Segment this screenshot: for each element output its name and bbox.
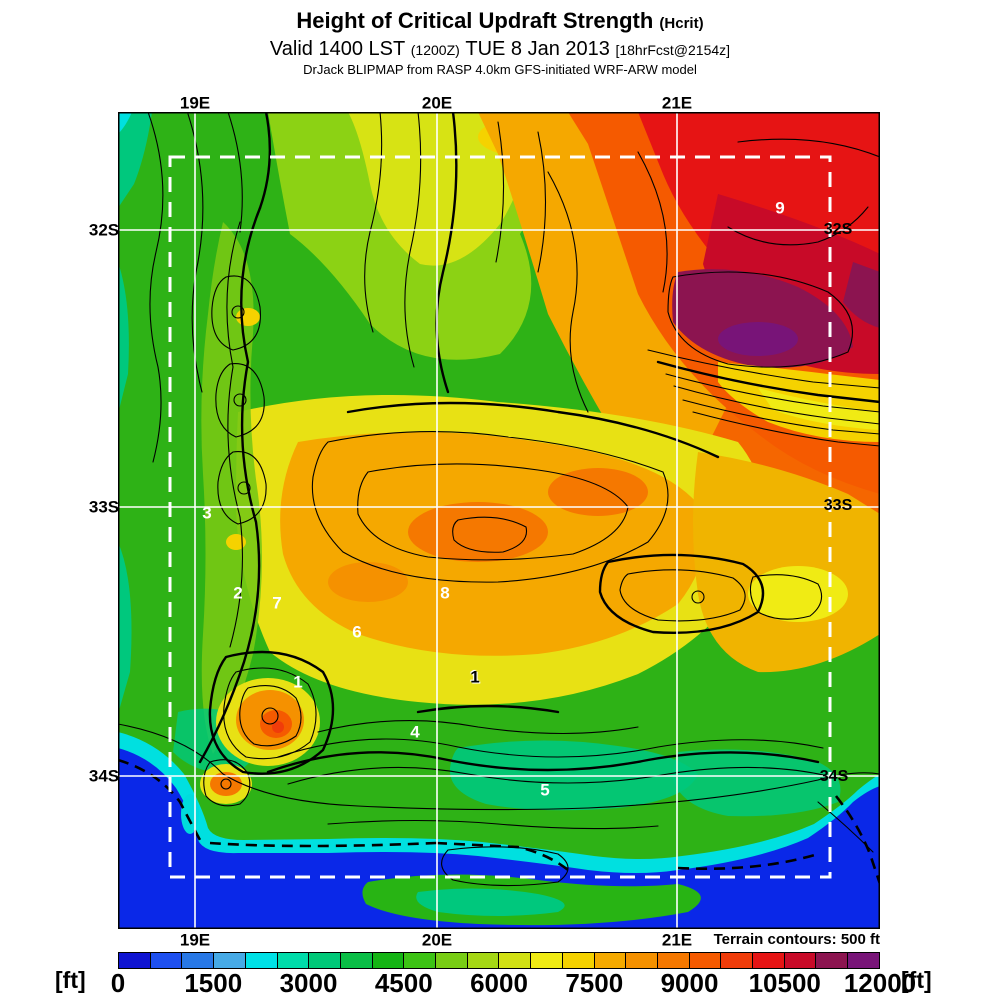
colorbar-tick-label: 7500: [565, 968, 624, 998]
lon-label-top: 19E: [179, 93, 211, 113]
colorbar-segment: [213, 953, 245, 968]
title-suffix: (Hcrit): [659, 15, 704, 32]
colorbar-segment: [181, 953, 214, 968]
colorbar-tick-label: 6000: [470, 968, 528, 998]
lat-label-left: 32S: [88, 220, 120, 240]
colorbar-segment: [339, 953, 372, 968]
colorbar-segment: [530, 953, 562, 968]
lat-label-left: 34S: [88, 766, 120, 786]
valid-date: TUE 8 Jan 2013: [465, 38, 610, 60]
colorbar: [118, 952, 880, 969]
colorbar-tick-label: 1500: [184, 968, 243, 998]
colorbar-segment: [371, 953, 404, 968]
title-main: Height of Critical Updraft Strength: [296, 8, 654, 33]
graticule: [118, 112, 880, 929]
colorbar-segment: [688, 953, 721, 968]
domain-boundary: [168, 155, 832, 879]
colorbar-segment: [593, 953, 626, 968]
colorbar-tick-label: 0: [110, 968, 126, 998]
colorbar-segment: [308, 953, 340, 968]
colorbar-segment: [847, 953, 879, 968]
hcrit-contour-map: [118, 112, 880, 929]
colorbar-segment: [149, 953, 182, 968]
colorbar-tick-label: 4500: [374, 968, 433, 998]
forecast-tag: [18hrFcst@2154z]: [615, 42, 731, 58]
lon-label-top: 20E: [421, 93, 453, 113]
lon-label-bottom: 21E: [661, 930, 693, 950]
colorbar-segment: [498, 953, 531, 968]
terrain-contours-note: Terrain contours: 500 ft: [713, 931, 880, 948]
lat-label-left: 33S: [88, 497, 120, 517]
colorbar-segment: [244, 953, 277, 968]
colorbar-segment: [276, 953, 309, 968]
colorbar-segment: [783, 953, 816, 968]
lon-label-bottom: 19E: [179, 930, 211, 950]
colorbar-segment: [403, 953, 436, 968]
lon-label-top: 21E: [661, 93, 693, 113]
colorbar-segment: [815, 953, 848, 968]
valid-prefix: Valid 1400 LST: [269, 38, 406, 60]
zulu-time: (1200Z): [410, 42, 460, 58]
page-title: Height of Critical Updraft Strength (Hcr…: [0, 8, 1000, 34]
valid-time-line: Valid 1400 LST (1200Z) TUE 8 Jan 2013 [1…: [0, 38, 1000, 61]
colorbar-segment: [561, 953, 594, 968]
colorbar-segment: [435, 953, 467, 968]
map-canvas: [118, 112, 880, 929]
colorbar-segment: [720, 953, 753, 968]
colorbar-segment: [752, 953, 784, 968]
colorbar-segment: [656, 953, 689, 968]
units-label-right: [ft]: [901, 967, 932, 993]
units-label-left: [ft]: [55, 967, 86, 993]
lon-label-bottom: 20E: [421, 930, 453, 950]
colorbar-ticks: 0 1500 3000 4500 6000 7500 9000 10500 12000: [111, 968, 916, 998]
colorbar-tick-label: 3000: [279, 968, 338, 998]
colorbar-segment: [466, 953, 499, 968]
colorbar-tick-label: 10500: [748, 968, 821, 998]
colorbar-segment: [119, 953, 150, 968]
model-line: DrJack BLIPMAP from RASP 4.0km GFS-initi…: [303, 62, 697, 77]
colorbar-tick-label: 9000: [660, 968, 719, 998]
colorbar-tick-label: 12000: [843, 968, 917, 998]
colorbar-segment: [625, 953, 657, 968]
